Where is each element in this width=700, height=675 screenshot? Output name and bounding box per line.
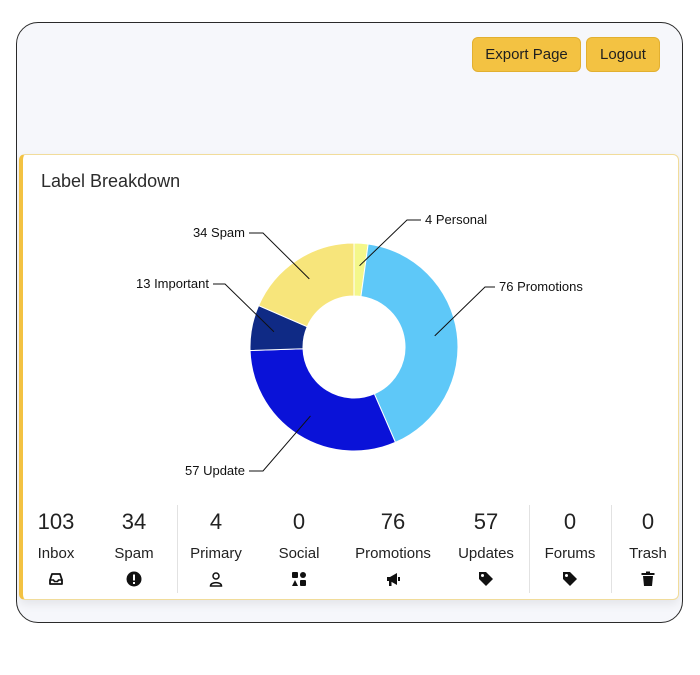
stat-value: 57 [473, 509, 499, 534]
label-donut-chart: 4 Personal 76 Promotions 57 Update 13 Impor… [136, 212, 583, 478]
stat-promotions[interactable]: 76 Promotions [343, 505, 443, 593]
stat-updates[interactable]: 57 Updates [453, 505, 519, 593]
donut-slice-update[interactable] [249, 348, 397, 452]
stat-spam[interactable]: 34 Spam [101, 505, 167, 593]
stat-label: Promotions [355, 545, 431, 562]
stat-value: 0 [641, 509, 655, 534]
stat-label: Primary [190, 545, 242, 562]
megaphone-icon [387, 573, 400, 586]
divider [529, 505, 530, 593]
stat-label: Forums [544, 545, 596, 562]
tag-icon [563, 572, 577, 586]
leader-line-personal [359, 219, 421, 267]
donut-slice-promotions[interactable] [360, 243, 459, 444]
slice-label-important: 13 Important [136, 276, 209, 291]
slice-label-promotions: 76 Promotions [499, 279, 583, 294]
leader-line-update [249, 415, 311, 472]
stat-value: 76 [380, 509, 406, 534]
stat-value: 103 [37, 509, 75, 534]
stat-label: Social [278, 545, 320, 562]
leader-line-important [213, 283, 275, 333]
stat-primary[interactable]: 4 Primary [183, 505, 249, 593]
leader-line-spam [249, 232, 310, 280]
trash-icon [641, 571, 655, 586]
stat-value: 0 [292, 509, 306, 534]
stat-value: 0 [563, 509, 577, 534]
label-breakdown-card: Label Breakdown 4 Personal 76 Promotions 5… [19, 154, 679, 600]
social-icon [292, 572, 306, 586]
header-actions: Export Page Logout [472, 37, 660, 72]
person-icon [209, 572, 223, 587]
stat-label: Trash [629, 545, 667, 562]
card-title: Label Breakdown [41, 171, 181, 191]
stat-social[interactable]: 0 Social [266, 505, 332, 593]
alert-icon [126, 571, 142, 587]
slice-label-spam: 34 Spam [193, 225, 245, 240]
leader-line-promotions [434, 286, 495, 337]
export-page-button[interactable]: Export Page [472, 37, 581, 72]
stat-label: Inbox [37, 545, 75, 562]
stat-label: Updates [458, 545, 514, 562]
stat-forums[interactable]: 0 Forums [535, 505, 605, 593]
stat-trash[interactable]: 0 Trash [619, 505, 677, 593]
stat-value: 4 [209, 509, 223, 534]
tag-icon [479, 572, 493, 586]
donut-slice-spam[interactable] [257, 242, 355, 328]
logout-button[interactable]: Logout [586, 37, 660, 72]
stats-row: 103 Inbox 34 Spam 4 Primary [23, 505, 679, 595]
stat-value: 34 [121, 509, 147, 534]
slice-label-personal: 4 Personal [425, 212, 487, 227]
app-window: Export Page Logout Label Breakdown 4 Per… [16, 22, 683, 623]
stat-label: Spam [114, 545, 154, 562]
inbox-icon [49, 573, 63, 585]
divider [611, 505, 612, 593]
divider [177, 505, 178, 593]
slice-label-update: 57 Update [185, 463, 245, 478]
stat-inbox[interactable]: 103 Inbox [23, 505, 89, 593]
